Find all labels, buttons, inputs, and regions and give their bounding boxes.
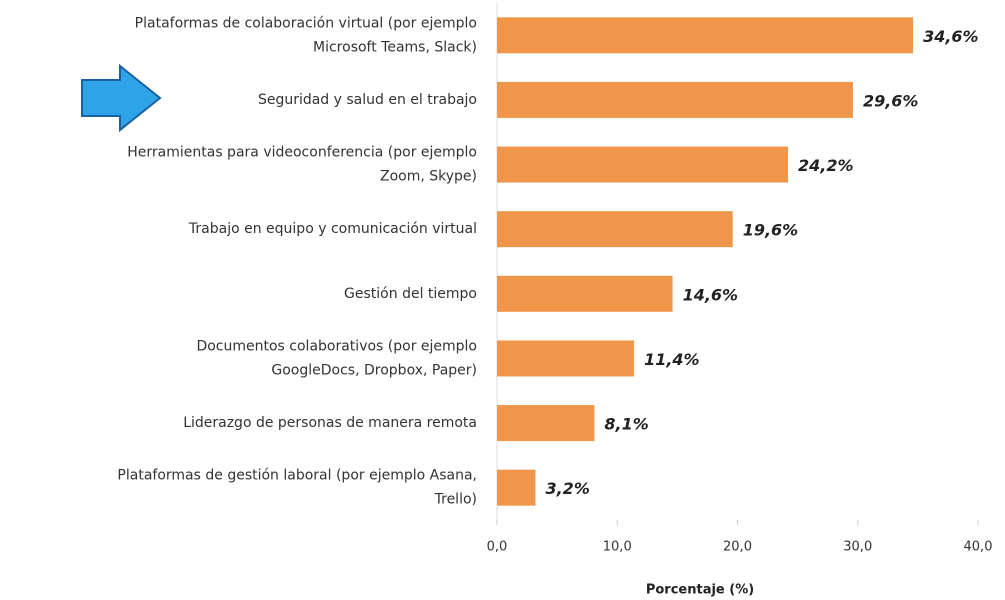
y-tick-label: Liderazgo de personas de manera remota [183,415,477,431]
bar [497,405,595,442]
y-tick-label: Microsoft Teams, Slack) [313,39,477,55]
bar [497,340,635,377]
bar [497,469,536,506]
data-label: 14,6% [683,285,739,304]
data-label: 34,6% [923,27,979,46]
data-label: 8,1% [604,415,648,434]
y-tick-label: Herramientas para videoconferencia (por … [127,145,477,161]
x-tick-label: 30,0 [843,540,872,555]
y-tick-label: Trabajo en equipo y comunicación virtual [188,221,477,237]
data-label: 3,2% [545,479,589,498]
y-tick-label: Trello) [434,492,477,508]
data-label: 24,2% [798,156,854,175]
x-tick-label: 0,0 [487,540,508,555]
x-tick-label: 20,0 [723,540,752,555]
bar [497,275,673,312]
y-tick-label: Zoom, Skype) [380,169,477,185]
y-tick-label: Gestión del tiempo [344,286,477,302]
bar [497,17,914,54]
data-label: 11,4% [644,350,700,369]
y-tick-label: Seguridad y salud en el trabajo [258,92,477,108]
data-label: 19,6% [743,221,799,240]
bar [497,81,853,118]
data-label: 29,6% [863,91,919,110]
arrow-icon [81,63,162,133]
x-axis-title: Porcentaje (%) [646,583,754,598]
y-tick-label: Plataformas de gestión laboral (por ejem… [117,468,477,484]
bar [497,211,733,248]
x-tick-label: 10,0 [603,540,632,555]
bar [497,146,789,183]
x-tick-label: 40,0 [964,540,993,555]
y-tick-label: Plataformas de colaboración virtual (por… [135,15,477,31]
y-tick-label: GoogleDocs, Dropbox, Paper) [271,362,477,378]
y-tick-label: Documentos colaborativos (por ejemplo [196,338,477,354]
